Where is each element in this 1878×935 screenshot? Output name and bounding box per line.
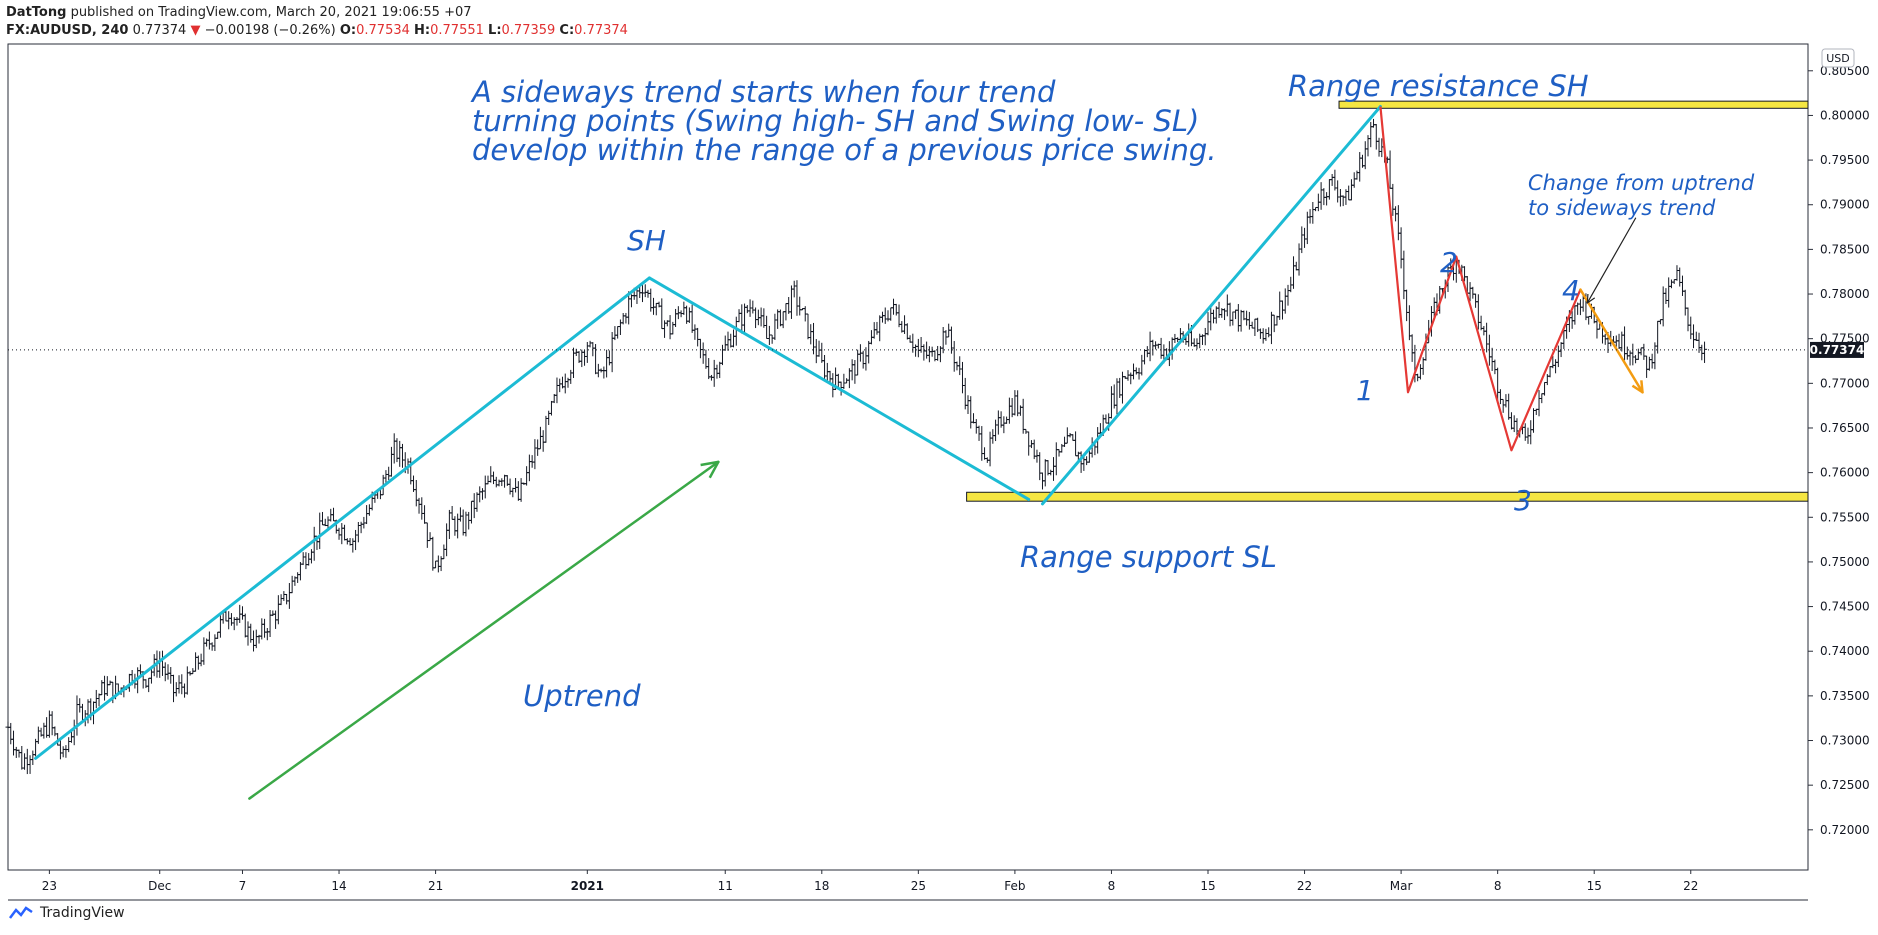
low-value: 0.77359 <box>501 23 556 38</box>
chart-header: DatTong published on TradingView.com, Ma… <box>6 4 628 40</box>
x-axis-tick-label: 15 <box>1587 879 1602 893</box>
x-axis-tick-label: 23 <box>42 879 57 893</box>
tradingview-footer: TradingView <box>8 905 125 921</box>
y-axis-tick-label: 0.72000 <box>1820 823 1870 837</box>
trendline <box>1040 105 1382 506</box>
x-axis-tick-label: 25 <box>911 879 926 893</box>
description-line: A sideways trend starts when four trend <box>470 75 1056 109</box>
x-axis-tick-label: 14 <box>331 879 346 893</box>
y-axis-tick-label: 0.78000 <box>1820 287 1870 301</box>
x-axis-tick-label: 8 <box>1494 879 1502 893</box>
ohlc-line: FX:AUDUSD, 240 0.77374 ▼ −0.00198 (−0.26… <box>6 22 628 40</box>
x-axis-tick-label: 2021 <box>571 879 604 893</box>
down-arrow-icon: ▼ <box>190 23 201 38</box>
sideways-arrow <box>1579 288 1644 394</box>
swing-point-3-label: 3 <box>1514 484 1532 517</box>
x-axis-tick-label: Dec <box>148 879 171 893</box>
x-axis-tick-label: 22 <box>1297 879 1312 893</box>
description-line: turning points (Swing high- SH and Swing… <box>472 104 1199 138</box>
sideways-arrow-head <box>1631 380 1644 394</box>
currency-badge-label: USD <box>1826 52 1850 65</box>
low-label: L: <box>488 23 502 38</box>
swing-point-4-label: 4 <box>1562 274 1580 307</box>
y-axis-tick-label: 0.76500 <box>1820 421 1870 435</box>
uptrend-label: Uptrend <box>523 679 641 713</box>
close-label: C: <box>559 23 575 38</box>
note-pointer-arrow-head <box>1586 293 1596 304</box>
symbol-label[interactable]: FX:AUDUSD, 240 <box>6 23 129 38</box>
range-support-band <box>966 491 1809 502</box>
y-axis-tick-label: 0.73000 <box>1820 734 1870 748</box>
range-support-label: Range support SL <box>1020 540 1277 574</box>
x-axis-tick-label: 18 <box>814 879 829 893</box>
y-axis-tick-label: 0.75000 <box>1820 555 1870 569</box>
x-axis-tick-label: 22 <box>1683 879 1698 893</box>
y-axis-tick-label: 0.72500 <box>1820 778 1870 792</box>
x-axis-tick-label: 7 <box>239 879 247 893</box>
change-note-line: Change from uptrend <box>1528 171 1755 195</box>
y-axis-tick-label: 0.75500 <box>1820 510 1870 524</box>
y-axis-tick-label: 0.78500 <box>1820 242 1870 256</box>
current-price-label: 0.77374 <box>1810 343 1865 357</box>
uptrend-arrow-head <box>700 460 720 479</box>
y-axis-tick-label: 0.73500 <box>1820 689 1870 703</box>
x-axis-tick-label: 11 <box>718 879 733 893</box>
trendline <box>647 276 1031 501</box>
tradingview-brand[interactable]: TradingView <box>40 905 125 921</box>
y-axis-tick-label: 0.77000 <box>1820 376 1870 390</box>
swing-high-label: SH <box>627 224 666 257</box>
y-axis-tick-label: 0.79000 <box>1820 198 1870 212</box>
x-axis-tick-label: Feb <box>1004 879 1025 893</box>
note-pointer-arrow <box>1586 217 1637 304</box>
plot-area[interactable] <box>7 43 1809 871</box>
range-resistance-band <box>1338 100 1809 109</box>
range-resistance-label: Range resistance SH <box>1288 69 1589 103</box>
uptrend-arrow <box>248 460 720 800</box>
y-axis-tick-label: 0.74000 <box>1820 644 1870 658</box>
x-axis-tick-label: 15 <box>1200 879 1215 893</box>
change-note-line: to sideways trend <box>1528 196 1716 220</box>
close-value: 0.77374 <box>574 23 628 38</box>
y-axis-tick-label: 0.80000 <box>1820 108 1870 122</box>
x-axis-tick-label: 8 <box>1108 879 1116 893</box>
high-value: 0.77551 <box>430 23 484 38</box>
open-label: O: <box>339 23 357 38</box>
publish-line: DatTong published on TradingView.com, Ma… <box>6 4 628 22</box>
swing-point-1-label: 1 <box>1356 374 1374 407</box>
swing-zigzag-line <box>1379 106 1582 452</box>
price-change: −0.00198 (−0.26%) <box>204 23 336 38</box>
currency-badge <box>1821 48 1855 68</box>
tradingview-logo-icon <box>9 906 33 919</box>
current-price-tag <box>1810 341 1864 358</box>
y-axis-tick-label: 0.74500 <box>1820 600 1870 614</box>
y-axis-tick-label: 0.76000 <box>1820 466 1870 480</box>
description-line: develop within the range of a previous p… <box>472 133 1217 167</box>
open-value: 0.77534 <box>356 23 410 38</box>
y-axis-tick-label: 0.79500 <box>1820 153 1870 167</box>
x-axis-tick-label: Mar <box>1390 879 1413 893</box>
published-text: published on TradingView.com, March 20, … <box>70 5 472 20</box>
publisher-name[interactable]: DatTong <box>6 5 67 20</box>
high-label: H: <box>414 23 431 38</box>
swing-point-2-label: 2 <box>1440 246 1458 279</box>
last-price: 0.77374 <box>132 23 187 38</box>
trendline <box>34 276 651 760</box>
x-axis-tick-label: 21 <box>428 879 443 893</box>
